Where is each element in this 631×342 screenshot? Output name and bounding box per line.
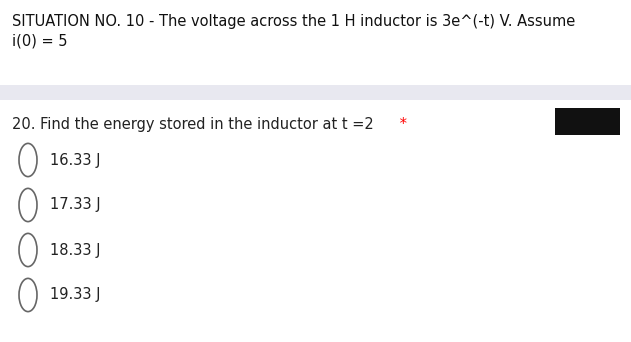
Text: 19.33 J: 19.33 J: [50, 288, 100, 303]
Text: *: *: [395, 117, 407, 132]
Text: i(0) = 5: i(0) = 5: [12, 34, 68, 49]
Text: 20. Find the energy stored in the inductor at t =2: 20. Find the energy stored in the induct…: [12, 117, 374, 132]
Text: 16.33 J: 16.33 J: [50, 153, 100, 168]
FancyBboxPatch shape: [0, 85, 631, 100]
Text: 17.33 J: 17.33 J: [50, 197, 100, 212]
FancyBboxPatch shape: [555, 108, 620, 135]
Text: SITUATION NO. 10 - The voltage across the 1 H inductor is 3e^(-t) V. Assume: SITUATION NO. 10 - The voltage across th…: [12, 14, 575, 29]
Text: 18.33 J: 18.33 J: [50, 242, 100, 258]
